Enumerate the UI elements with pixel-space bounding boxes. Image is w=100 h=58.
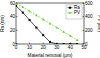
series-point bbox=[22, 6, 25, 8]
chart: 0102030405002040600200400600Material rem… bbox=[0, 0, 100, 58]
y2-tick-label: 200 bbox=[85, 28, 93, 33]
y2-axis-label: PV (nm) bbox=[97, 15, 100, 32]
series-point bbox=[35, 27, 37, 29]
y2-tick-label: 600 bbox=[85, 1, 93, 6]
series-point bbox=[22, 12, 24, 14]
y-tick-label: 20 bbox=[10, 28, 16, 33]
legend-label: PV bbox=[74, 10, 81, 15]
y2-tick bbox=[83, 3, 85, 4]
x-tick-label: 0 bbox=[15, 45, 18, 50]
y-tick bbox=[16, 30, 18, 31]
series-point bbox=[16, 5, 17, 7]
y-axis-label: Ra (nm) bbox=[0, 15, 5, 32]
series-point bbox=[63, 43, 65, 44]
series-point bbox=[35, 14, 38, 16]
legend-marker bbox=[69, 7, 71, 9]
series-point bbox=[42, 34, 44, 36]
plot-frame bbox=[16, 3, 84, 44]
y2-tick bbox=[83, 30, 85, 31]
x-tick bbox=[56, 43, 57, 45]
x-tick bbox=[29, 43, 30, 45]
y-tick-label: 0 bbox=[12, 42, 15, 47]
x-tick bbox=[43, 43, 44, 45]
series-point bbox=[56, 26, 59, 28]
series-point bbox=[49, 41, 51, 43]
series-point bbox=[28, 10, 31, 12]
x-tick-label: 40 bbox=[68, 45, 74, 50]
series-point bbox=[69, 34, 72, 36]
legend-box bbox=[66, 5, 82, 19]
legend-line bbox=[68, 7, 73, 8]
series-point bbox=[62, 30, 65, 32]
y-tick bbox=[16, 44, 18, 45]
legend-marker bbox=[69, 11, 72, 13]
series-point bbox=[69, 43, 71, 44]
x-axis-label: Material removal (µm) bbox=[28, 53, 73, 58]
series-point bbox=[29, 19, 31, 21]
series-point bbox=[76, 43, 78, 44]
legend-line bbox=[68, 12, 73, 13]
series-point bbox=[56, 43, 58, 44]
series-point bbox=[49, 22, 52, 24]
series-point bbox=[42, 18, 45, 20]
y2-tick-label: 400 bbox=[85, 14, 93, 19]
x-tick bbox=[70, 43, 71, 45]
x-tick-label: 10 bbox=[27, 45, 33, 50]
x-tick bbox=[16, 43, 17, 45]
series-point bbox=[76, 39, 79, 41]
x-tick-label: 30 bbox=[54, 45, 60, 50]
y-tick-label: 40 bbox=[10, 14, 16, 19]
y2-tick-label: 0 bbox=[85, 42, 88, 47]
series-point bbox=[16, 3, 17, 5]
y-tick-label: 60 bbox=[10, 1, 16, 6]
y2-tick bbox=[83, 44, 85, 45]
y2-tick bbox=[83, 16, 85, 17]
y-tick bbox=[16, 16, 18, 17]
x-tick-label: 20 bbox=[41, 45, 47, 50]
legend: RaPV bbox=[66, 5, 82, 19]
